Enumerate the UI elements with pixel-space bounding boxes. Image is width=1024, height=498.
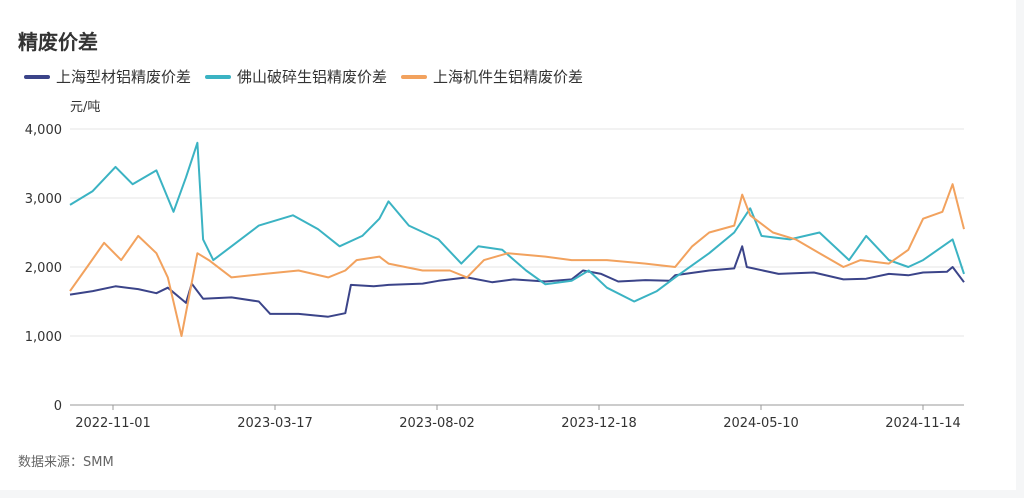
data-source-note: 数据来源：SMM <box>18 455 114 470</box>
series-line-0 <box>69 245 965 318</box>
chart-title: 精废价差 <box>18 30 98 54</box>
y-tick-label: 0 <box>54 399 62 414</box>
y-tick-label: 2,000 <box>25 261 62 276</box>
x-tick-label: 2024-11-14 <box>885 416 961 431</box>
legend-label-series-0: 上海型材铝精废价差 <box>56 68 192 86</box>
legend-label-series-2: 上海机件生铝精废价差 <box>433 68 584 86</box>
legend-swatch-series-1 <box>205 74 232 79</box>
x-tick-label: 2024-05-10 <box>723 416 799 431</box>
series-line-1 <box>69 141 965 303</box>
y-tick-label: 3,000 <box>25 192 62 207</box>
y-tick-label: 1,000 <box>25 330 62 345</box>
x-tick-label: 2023-12-18 <box>561 416 637 431</box>
legend-item-series-2[interactable]: 上海机件生铝精废价差 <box>401 66 583 87</box>
x-tick-label: 2023-03-17 <box>237 416 313 431</box>
series-line-2 <box>69 183 965 337</box>
legend-item-series-1[interactable]: 佛山破碎生铝精废价差 <box>205 66 387 87</box>
legend-swatch-series-0 <box>24 74 50 79</box>
legend-item-series-0[interactable]: 上海型材铝精废价差 <box>24 66 191 87</box>
y-tick-label: 4,000 <box>25 123 62 138</box>
y-axis-unit-label: 元/吨 <box>70 100 101 115</box>
x-tick-label: 2022-11-01 <box>75 416 151 431</box>
legend: 上海型材铝精废价差 佛山破碎生铝精废价差 上海机件生铝精废价差 <box>24 66 597 87</box>
line-chart: 0 1,000 2,000 3,000 4,000 2022-11-01 2023-03-1… <box>25 123 965 431</box>
legend-label-series-1: 佛山破碎生铝精废价差 <box>237 68 388 86</box>
legend-swatch-series-2 <box>401 74 428 79</box>
x-tick-label: 2023-08-02 <box>399 416 475 431</box>
